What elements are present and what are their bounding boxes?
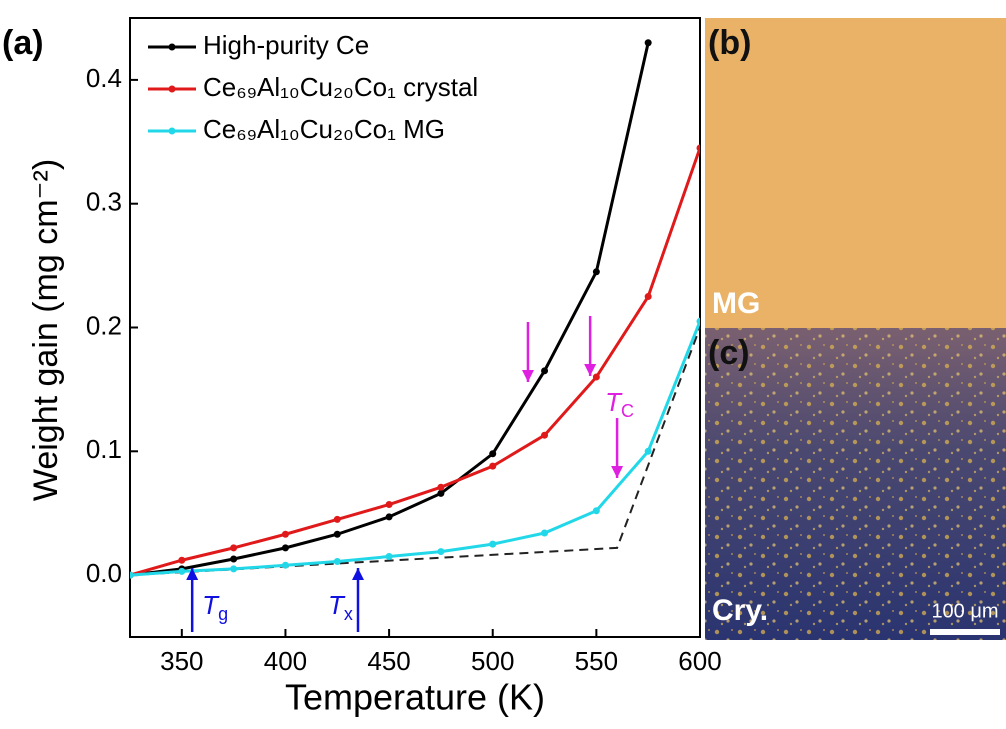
legend-marker [169, 86, 176, 93]
figure: (b) MG (c) Cry. 100 μm (a) Temperature (… [0, 0, 1006, 729]
marker-sub: C [621, 401, 634, 421]
panel-label: (b) [708, 24, 751, 62]
marker-label: Tg [202, 590, 228, 624]
x-tick-label: 400 [264, 646, 307, 676]
mg-image [705, 18, 1006, 328]
data-point [334, 516, 341, 523]
data-point [127, 572, 134, 579]
data-point [593, 374, 600, 381]
data-point [334, 558, 341, 565]
data-point [489, 450, 496, 457]
data-point [386, 513, 393, 520]
legend-label: Ce₆₉Al₁₀Cu₂₀Co₁ crystal [203, 72, 478, 102]
legend-marker [169, 44, 176, 51]
data-point [230, 556, 237, 563]
data-point [230, 544, 237, 551]
x-tick-label: 450 [367, 646, 410, 676]
marker-label: Tx [328, 590, 353, 624]
data-point [386, 553, 393, 560]
data-point [541, 367, 548, 374]
series-line [130, 148, 700, 575]
data-point [282, 531, 289, 538]
data-point [282, 544, 289, 551]
panel-label: (c) [708, 334, 750, 372]
panel-caption: Cry. [712, 594, 768, 627]
scale-bar-label: 100 μm [931, 600, 998, 622]
scale-bar [930, 629, 1000, 635]
micrographs: (b) MG (c) Cry. 100 μm [705, 18, 1006, 640]
x-tick-label: 550 [575, 646, 618, 676]
data-point [437, 548, 444, 555]
y-axis-label: Weight gain (mg cm⁻²) [27, 159, 65, 501]
legend-label: Ce₆₉Al₁₀Cu₂₀Co₁ MG [203, 114, 445, 144]
data-point [489, 463, 496, 470]
data-point [645, 39, 652, 46]
data-point [541, 432, 548, 439]
data-point [282, 562, 289, 569]
data-point [437, 490, 444, 497]
y-tick-label: 0.3 [86, 187, 122, 217]
data-point [178, 557, 185, 564]
data-point [489, 541, 496, 548]
x-tick-label: 600 [678, 646, 721, 676]
legend-label: High-purity Ce [203, 30, 369, 60]
plot-frame [130, 18, 700, 637]
arrow-head [611, 466, 623, 478]
x-tick-label: 350 [160, 646, 203, 676]
marker-sub: g [218, 604, 228, 624]
x-axis-label: Temperature (K) [285, 677, 545, 718]
data-point [541, 530, 548, 537]
panel-caption: MG [712, 287, 760, 320]
y-tick-label: 0.4 [86, 63, 122, 93]
data-point [334, 531, 341, 538]
data-point [645, 293, 652, 300]
arrow-head [522, 370, 534, 382]
y-tick-label: 0.0 [86, 558, 122, 588]
data-point [645, 448, 652, 455]
marker-label: TC [605, 387, 634, 421]
data-point [230, 565, 237, 572]
fit-line [130, 328, 700, 576]
arrow-head [352, 568, 364, 580]
series-line [130, 321, 700, 575]
data-point [437, 484, 444, 491]
data-point [697, 318, 704, 325]
x-tick-label: 500 [471, 646, 514, 676]
data-point [593, 507, 600, 514]
data-point [386, 501, 393, 508]
data-point [593, 268, 600, 275]
data-point [178, 568, 185, 575]
data-point [697, 144, 704, 151]
y-tick-label: 0.1 [86, 434, 122, 464]
panel-label: (a) [2, 24, 44, 62]
legend-marker [169, 128, 176, 135]
marker-sub: x [344, 604, 353, 624]
y-tick-label: 0.2 [86, 310, 122, 340]
